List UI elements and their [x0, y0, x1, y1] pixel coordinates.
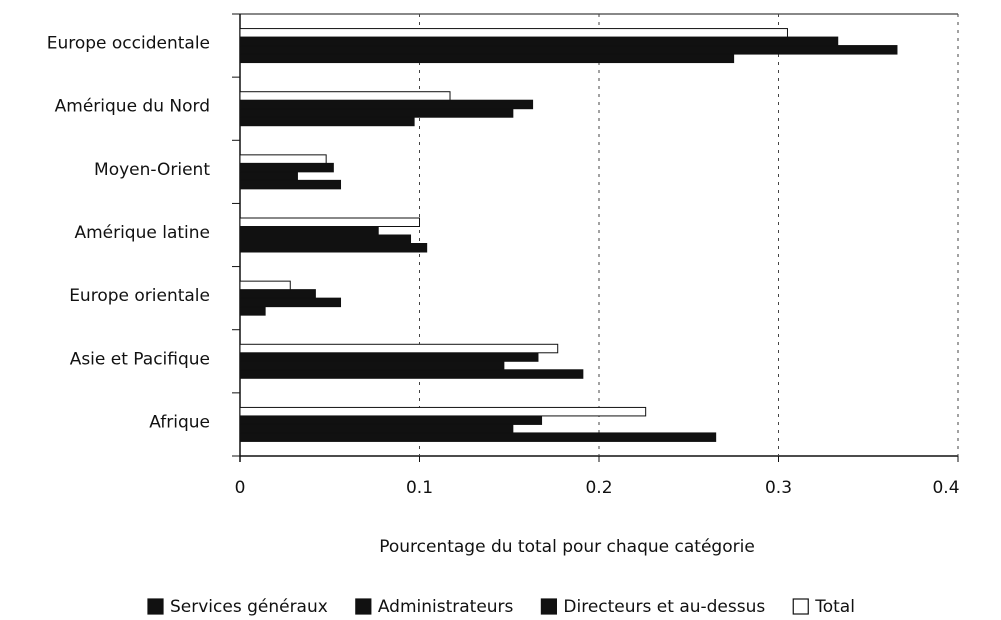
x-axis-label: Pourcentage du total pour chaque catégor… [379, 537, 755, 557]
bar [239, 217, 420, 227]
bar [239, 360, 505, 371]
legend-label: Services généraux [170, 597, 328, 617]
bar [239, 432, 717, 442]
bar [239, 171, 298, 181]
bar [239, 423, 514, 434]
x-tick-label: 0.4 [932, 478, 959, 498]
y-tick-label: Europe occidentale [47, 34, 210, 54]
bar [239, 162, 334, 173]
legend-label: Total [814, 597, 855, 617]
bar [239, 179, 342, 190]
bar [239, 297, 342, 308]
bar [239, 45, 898, 55]
legend-label: Administrateurs [378, 597, 514, 617]
bar [239, 99, 534, 110]
bar [239, 280, 291, 291]
y-tick-label: Moyen-Orient [94, 160, 210, 180]
x-tick-label: 0 [235, 478, 246, 498]
bar [239, 108, 514, 118]
legend-label: Directeurs et au-dessus [563, 597, 765, 617]
bar [239, 289, 316, 299]
y-tick-label: Afrique [149, 412, 210, 432]
bar [239, 415, 543, 425]
bar [239, 234, 412, 244]
bar [239, 154, 327, 164]
legend-swatch [792, 598, 809, 615]
bar [239, 116, 415, 127]
y-tick-label: Asie et Pacifique [70, 349, 210, 369]
bar [239, 53, 735, 64]
bar [239, 406, 647, 417]
x-tick-label: 0.2 [585, 478, 612, 498]
bar [239, 306, 266, 316]
bar [239, 36, 839, 47]
y-tick-label: Europe orientale [69, 286, 210, 306]
bar [239, 226, 379, 236]
x-tick-label: 0.1 [406, 478, 433, 498]
x-tick-label: 0.3 [765, 478, 792, 498]
bar [239, 352, 539, 362]
legend-swatch [540, 598, 558, 615]
y-tick-label: Amérique du Nord [55, 97, 210, 117]
bar [239, 91, 451, 101]
bar [239, 243, 428, 253]
bar [239, 343, 559, 354]
bar [239, 369, 584, 379]
legend-swatch [355, 598, 372, 615]
bar [239, 28, 788, 38]
y-tick-label: Amérique latine [74, 223, 210, 243]
legend-swatch [147, 598, 164, 615]
